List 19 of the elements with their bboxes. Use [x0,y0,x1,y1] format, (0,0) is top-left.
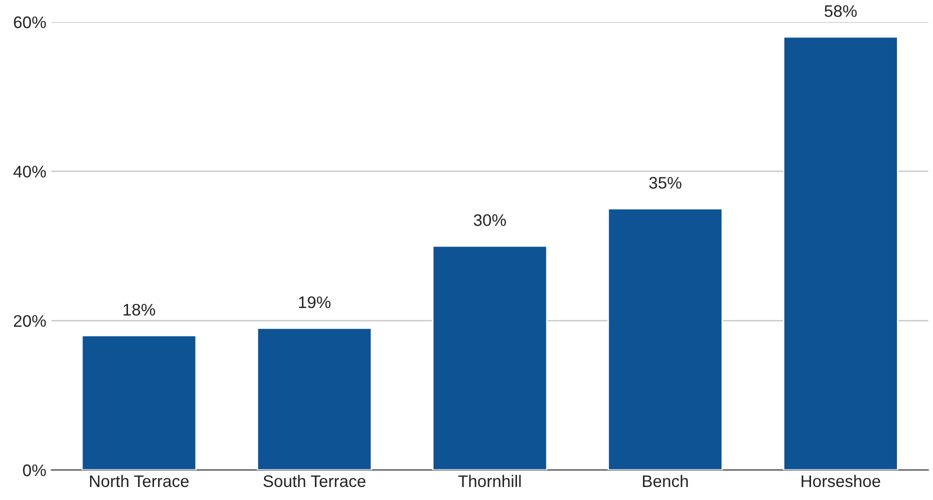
bar [432,245,548,470]
data-label: 58% [824,5,857,17]
bar [256,327,372,470]
x-tick-label: Horseshoe [802,474,880,488]
data-label: 30% [474,214,506,226]
bar [81,334,197,470]
x-tick-label: Bench [642,474,688,488]
y-tick-label: 60% [14,16,46,28]
y-tick-label: 20% [14,315,46,327]
y-tick-label: 40% [13,166,46,178]
data-label: 19% [299,296,331,308]
y-tick-label: 0% [23,464,46,476]
x-tick-label: Thornhill [458,474,521,488]
data-label: 18% [124,304,156,316]
bar [782,36,898,470]
x-tick-label: South Terrace [263,474,366,488]
bar [608,208,723,470]
x-tick-label: North Terrace [90,474,189,488]
data-label: 35% [649,176,682,189]
